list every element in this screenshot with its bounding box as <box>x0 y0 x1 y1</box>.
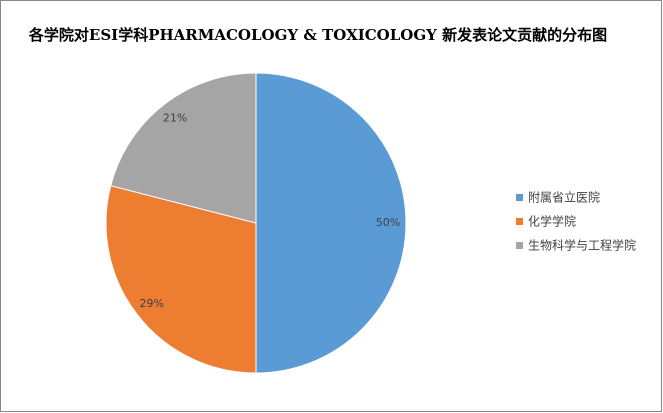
legend-swatch <box>516 242 523 249</box>
legend-swatch <box>516 218 523 225</box>
data-label: 29% <box>139 297 163 310</box>
pie-slice <box>110 72 257 224</box>
legend-swatch <box>516 194 523 201</box>
chart-title: 各学院对ESI学科PHARMACOLOGY & TOXICOLOGY 新发表论文… <box>28 26 607 44</box>
legend-label: 生物科学与工程学院 <box>528 238 636 253</box>
pie-slice <box>255 72 407 374</box>
data-label: 50% <box>376 216 400 229</box>
pie-slice <box>105 185 257 374</box>
legend-label: 化学学院 <box>528 214 576 229</box>
legend-label: 附属省立医院 <box>528 190 600 205</box>
data-label: 21% <box>163 112 187 125</box>
